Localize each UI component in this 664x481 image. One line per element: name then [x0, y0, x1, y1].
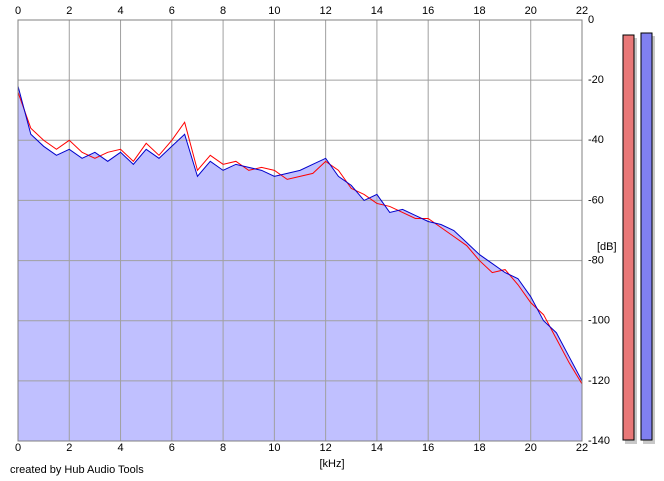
- x-tick-label: 8: [220, 5, 226, 17]
- x-tick-label: 20: [525, 442, 537, 454]
- x-tick-label: 0: [15, 442, 21, 454]
- plot-area: 002244668810101212141416161818202022220-…: [15, 5, 610, 454]
- x-tick-label: 8: [220, 442, 226, 454]
- x-tick-label: 0: [15, 5, 21, 17]
- y-axis-label: [dB]: [597, 241, 617, 253]
- level-meter: [640, 32, 653, 441]
- x-tick-label: 2: [66, 442, 72, 454]
- x-tick-label: 18: [473, 442, 485, 454]
- x-tick-label: 4: [117, 442, 123, 454]
- y-tick-label: -60: [588, 194, 604, 206]
- x-tick-label: 22: [576, 442, 588, 454]
- y-tick-label: -100: [588, 315, 610, 327]
- x-tick-label: 14: [371, 5, 383, 17]
- x-tick-label: 10: [268, 5, 280, 17]
- x-tick-label: 22: [576, 5, 588, 17]
- x-tick-label: 14: [371, 442, 383, 454]
- y-tick-label: -20: [588, 74, 604, 86]
- x-tick-label: 16: [422, 5, 434, 17]
- y-tick-label: -80: [588, 254, 604, 266]
- area: [18, 86, 582, 442]
- x-tick-label: 18: [473, 5, 485, 17]
- x-tick-label: 12: [320, 5, 332, 17]
- x-tick-label: 2: [66, 5, 72, 17]
- line: [17, 86, 583, 382]
- y-tick-label: -120: [588, 375, 610, 387]
- line: [17, 92, 583, 385]
- y-tick-label: -40: [588, 134, 604, 146]
- x-tick-label: 16: [422, 442, 434, 454]
- plot-frame: [17, 19, 583, 442]
- x-axis-label: [kHz]: [319, 458, 344, 470]
- x-tick-label: 6: [169, 442, 175, 454]
- credit: created by Hub Audio Tools: [10, 464, 144, 476]
- level-meter: [622, 34, 635, 441]
- x-tick-label: 6: [169, 5, 175, 17]
- x-tick-label: 4: [117, 5, 123, 17]
- x-tick-label: 12: [320, 442, 332, 454]
- x-tick-label: 20: [525, 5, 537, 17]
- y-tick-label: 0: [588, 14, 594, 26]
- y-tick-label: -140: [588, 435, 610, 447]
- x-tick-label: 10: [268, 442, 280, 454]
